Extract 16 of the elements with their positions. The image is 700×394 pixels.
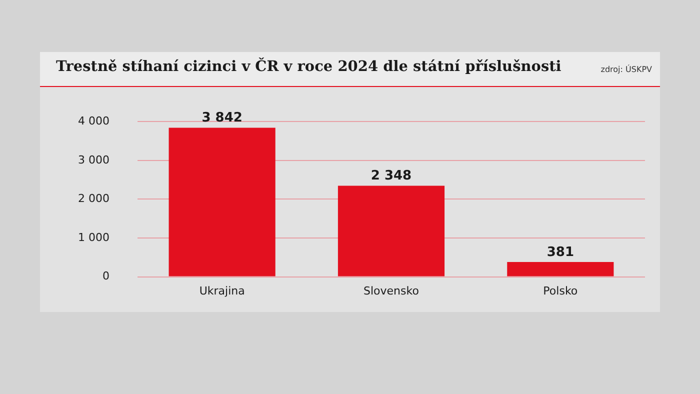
chart-title: Trestně stíhaní cizinci v ČR v roce 2024 dle státní příslušnosti bbox=[56, 58, 562, 75]
y-tick-label: 4 000 bbox=[78, 114, 110, 128]
y-tick-label: 3 000 bbox=[78, 153, 110, 166]
y-tick-label: 2 000 bbox=[78, 192, 110, 206]
y-tick-label: 0 bbox=[102, 270, 110, 283]
data-label: 2 348 bbox=[370, 168, 412, 184]
x-tick-label: Polsko bbox=[543, 284, 578, 298]
x-tick-label: Ukrajina bbox=[199, 284, 245, 298]
data-label: 3 842 bbox=[202, 110, 242, 126]
bar bbox=[338, 186, 445, 276]
data-label: 381 bbox=[546, 244, 574, 260]
text: zdroj: ÚSKPV bbox=[600, 65, 652, 74]
y-tick-label: 1 000 bbox=[78, 230, 110, 244]
bar bbox=[168, 128, 276, 276]
bar bbox=[507, 262, 614, 276]
x-tick-label: Slovensko bbox=[364, 284, 420, 298]
